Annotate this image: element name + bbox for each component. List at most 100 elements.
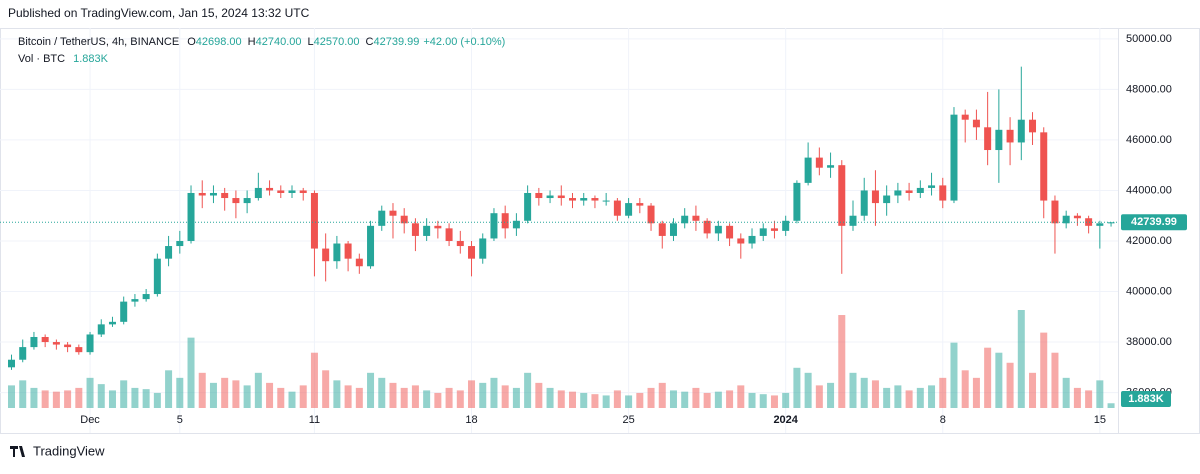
candle-body: [894, 190, 902, 196]
candle-body: [1040, 132, 1048, 201]
candle-body: [64, 344, 72, 348]
candle-body: [591, 198, 599, 201]
candle-body: [849, 215, 857, 226]
volume-bar: [1062, 377, 1070, 408]
candle-body: [737, 238, 745, 244]
candle-body: [703, 220, 711, 234]
ohlc-value: 42570.00: [314, 36, 360, 48]
candle-body: [131, 299, 139, 302]
volume-bar: [501, 385, 509, 408]
volume-bar: [479, 382, 487, 408]
candle-body: [1085, 218, 1093, 226]
candle-body: [198, 192, 206, 196]
candle-body: [176, 240, 184, 247]
volume-bar: [254, 372, 262, 408]
volume-bar: [1073, 387, 1081, 408]
volume-bar: [8, 385, 15, 408]
ohlc-key: O: [187, 36, 196, 48]
candle-body: [479, 238, 487, 259]
volume-bar: [266, 382, 274, 408]
y-tick-label: 38000.00: [1126, 336, 1172, 348]
volume-bar: [378, 377, 386, 408]
volume-tag-label: 1.883K: [1128, 393, 1164, 405]
volume-bar: [950, 342, 958, 408]
volume-bar: [557, 390, 565, 408]
volume-bar: [535, 382, 543, 408]
volume-bar: [1040, 332, 1048, 408]
candle-body: [950, 114, 958, 201]
y-tick-label: 48000.00: [1126, 83, 1172, 95]
volume-bar: [838, 315, 846, 408]
candle-body: [580, 198, 588, 201]
candle-body: [512, 220, 520, 229]
candle-body: [333, 243, 341, 262]
candle-body: [423, 225, 431, 236]
volume-bar: [815, 385, 823, 408]
candle-body: [277, 190, 285, 193]
candle-body: [344, 243, 352, 259]
volume-tag: [1121, 391, 1171, 407]
candle-body: [153, 258, 161, 295]
candle-body: [1029, 119, 1037, 133]
volume-bar: [569, 391, 576, 408]
x-tick-label: Dec: [80, 414, 100, 426]
candle-body: [714, 225, 722, 234]
candle-body: [669, 223, 677, 236]
volume-bar: [1085, 390, 1093, 408]
candle-body: [939, 185, 947, 201]
y-tick-label: 44000.00: [1126, 184, 1172, 196]
candle-body: [569, 198, 576, 201]
candle-body: [602, 200, 610, 202]
candle-body: [490, 213, 498, 239]
volume-bar: [153, 392, 161, 408]
volume-bar: [737, 385, 745, 408]
candle-body: [165, 246, 173, 259]
volume-key: Vol · BTC: [18, 53, 65, 65]
candle-body: [41, 336, 49, 343]
volume-bar: [1051, 352, 1059, 408]
volume-bar: [928, 385, 936, 408]
volume-bar: [883, 387, 891, 408]
candle-body: [905, 190, 913, 193]
volume-bar: [400, 387, 408, 408]
candle-body: [299, 190, 307, 193]
candle-body: [322, 248, 330, 262]
volume-bar: [411, 385, 419, 408]
candle-body: [445, 228, 453, 241]
candle-body: [692, 215, 700, 221]
volume-bar: [984, 347, 992, 408]
ohlc-value: 42739.99: [373, 36, 419, 48]
volume-bar: [793, 367, 801, 408]
volume-bar: [669, 390, 677, 408]
published-note: Published on TradingView.com, Jan 15, 20…: [8, 6, 310, 20]
volume-bar: [524, 372, 532, 408]
brand-name: TradingView: [33, 443, 105, 458]
candle-body: [8, 359, 15, 368]
volume-bar: [546, 387, 554, 408]
candle-body: [658, 223, 666, 236]
candle-body: [389, 210, 397, 216]
volume-bars: [8, 310, 1115, 408]
symbol: Bitcoin / TetherUS, 4h, BINANCE: [18, 36, 179, 48]
volume-legend: Vol · BTC 1.883K: [18, 53, 109, 65]
candle-body: [827, 165, 835, 168]
candle-body: [52, 342, 60, 345]
candle-body: [759, 228, 767, 236]
volume-bar: [389, 382, 397, 408]
candle-body: [871, 190, 879, 204]
volume-bar: [333, 380, 341, 408]
candle-body: [19, 347, 27, 360]
volume-bar: [726, 390, 734, 408]
volume-bar: [613, 390, 621, 408]
volume-bar: [591, 394, 599, 408]
volume-bar: [64, 390, 72, 408]
volume-bar: [916, 387, 924, 408]
volume-bar: [299, 385, 307, 408]
candle-body: [254, 187, 262, 199]
candle-body: [524, 192, 532, 221]
volume-bar: [1006, 362, 1014, 408]
candle-body: [815, 157, 823, 168]
x-tick-label: 15: [1094, 414, 1106, 426]
candle-body: [636, 203, 644, 206]
